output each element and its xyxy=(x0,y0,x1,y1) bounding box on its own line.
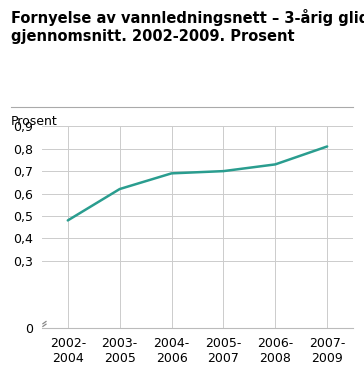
Text: Fornyelse av vannledningsnett – 3-årig glidende
gjennomsnitt. 2002-2009. Prosent: Fornyelse av vannledningsnett – 3-årig g… xyxy=(11,9,364,44)
Text: Prosent: Prosent xyxy=(11,115,58,128)
